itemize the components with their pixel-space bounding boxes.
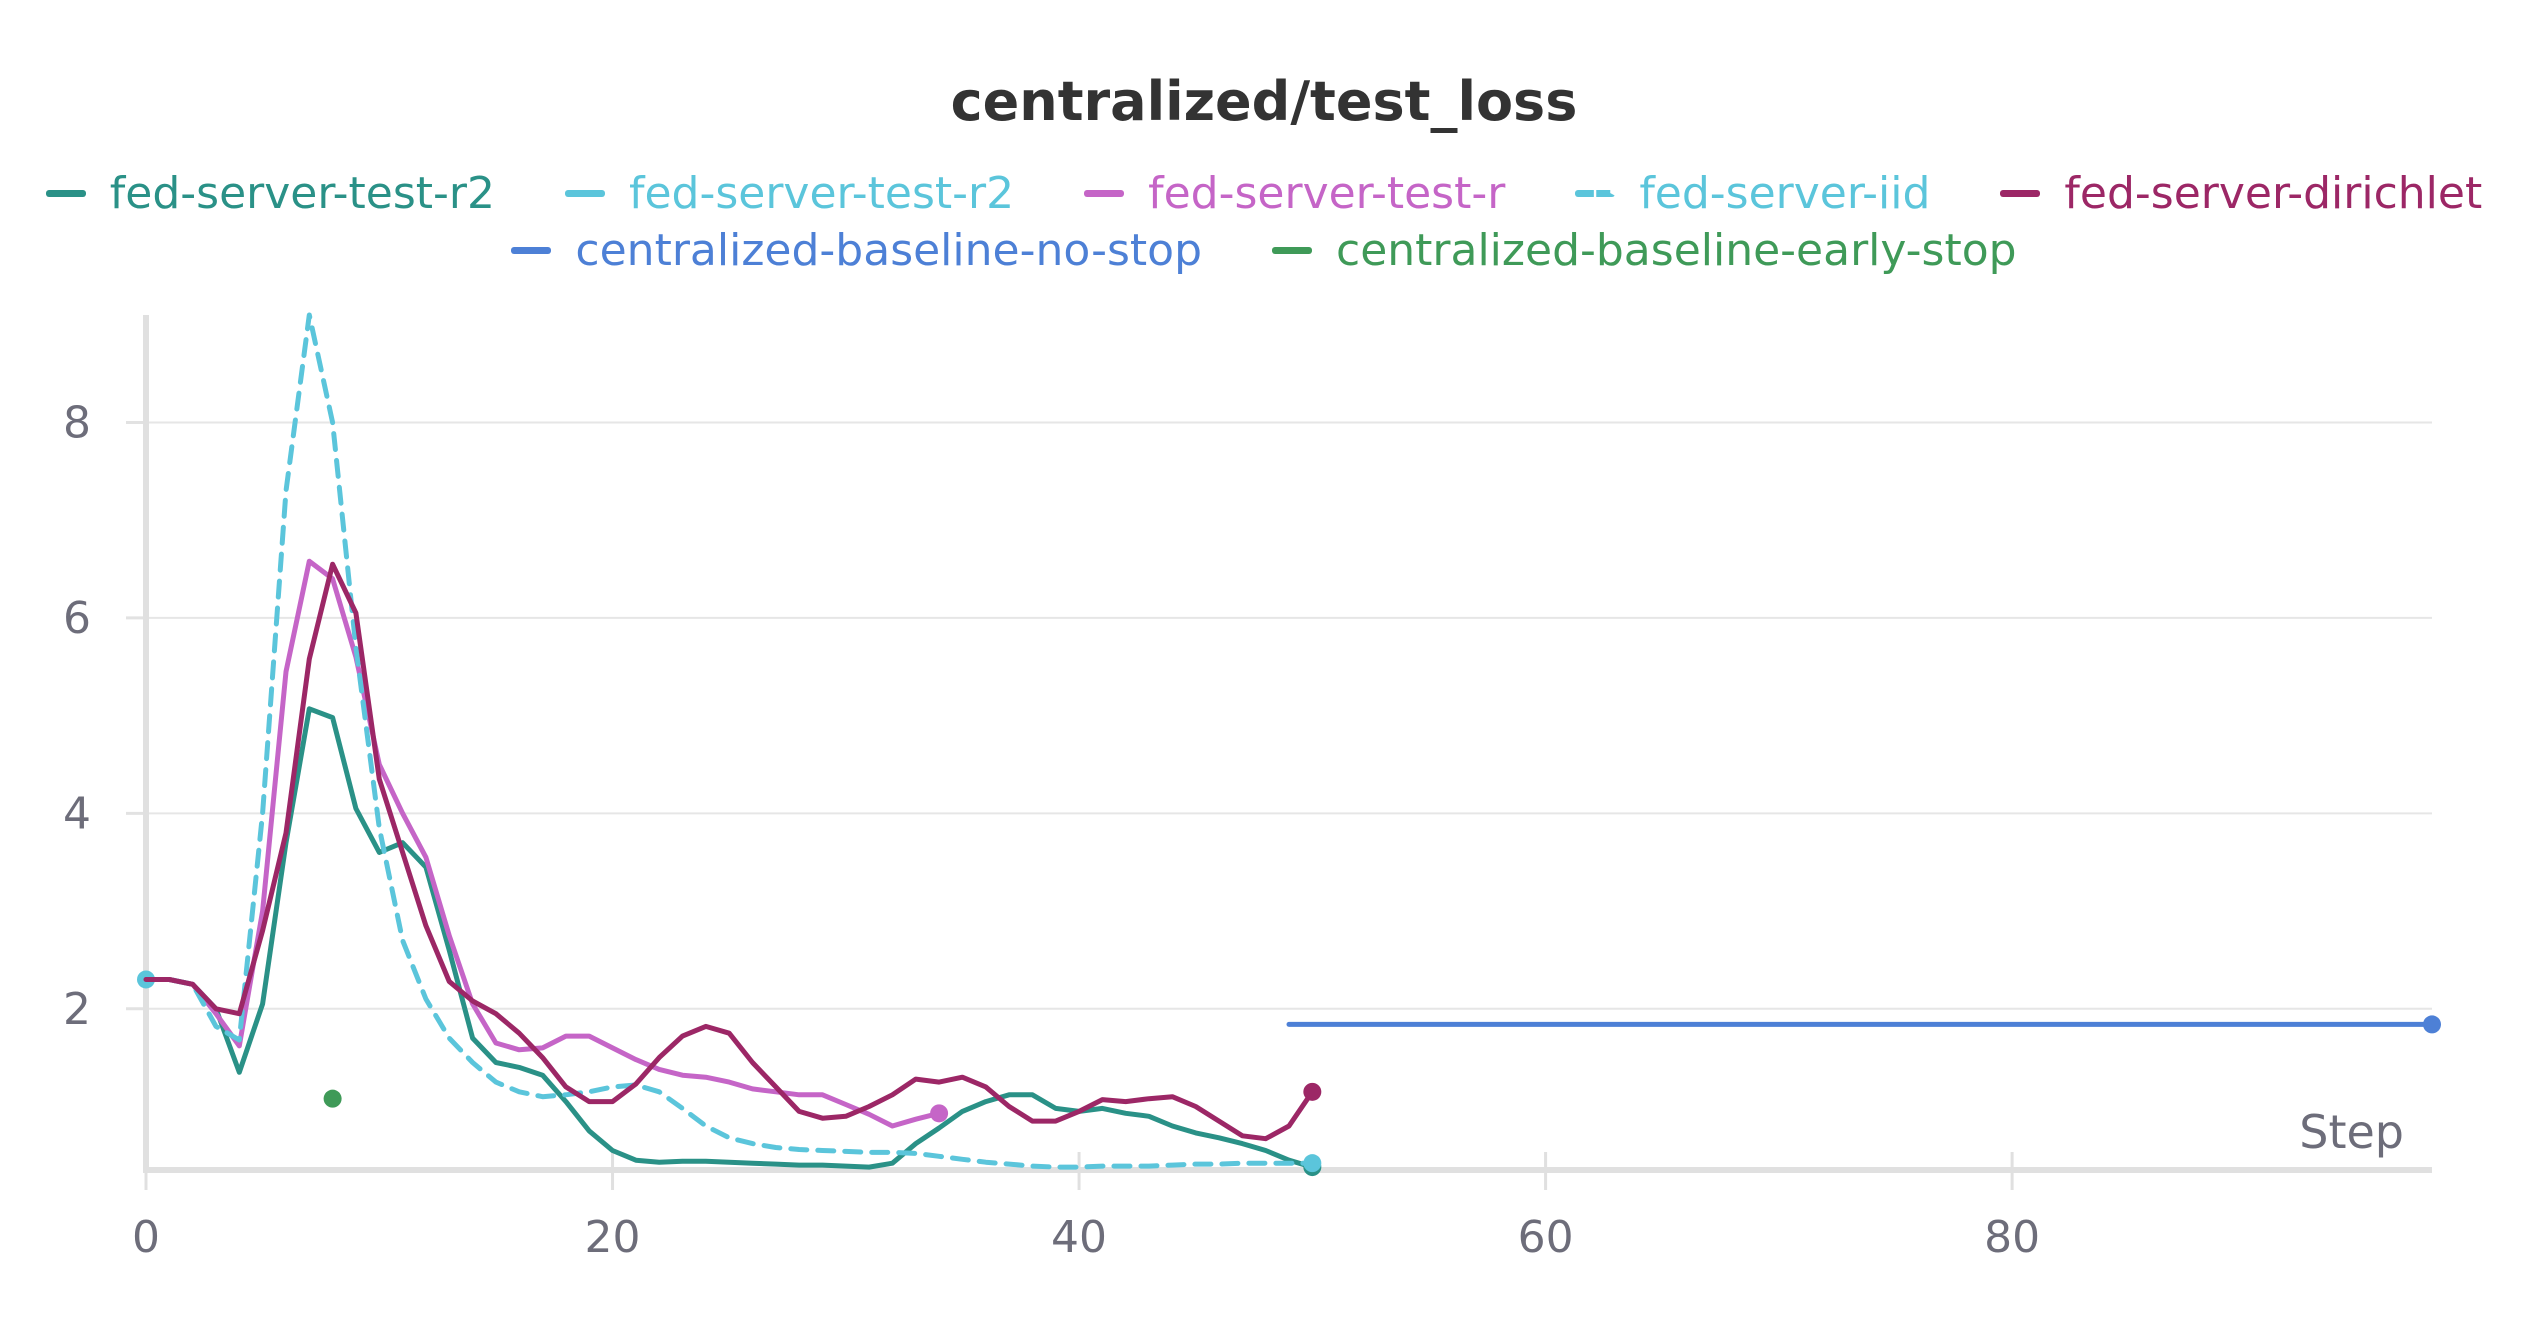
legend-swatch xyxy=(2000,190,2041,197)
legend-swatch xyxy=(511,247,552,254)
series-line xyxy=(143,706,1315,1170)
legend-swatch xyxy=(1084,190,1125,197)
y-tick-label: 4 xyxy=(63,788,91,839)
y-tick-label: 8 xyxy=(63,397,91,448)
x-tick-label: 80 xyxy=(1984,1212,2040,1263)
series-line xyxy=(143,558,942,1129)
legend-item[interactable]: fed-server-dirichlet xyxy=(2000,168,2482,219)
legend-label: fed-server-test-r2 xyxy=(109,168,495,219)
legend-label: fed-server-dirichlet xyxy=(2064,168,2483,219)
legend-item[interactable]: fed-server-test-r2 xyxy=(564,168,1015,219)
y-tick-label: 2 xyxy=(63,984,91,1035)
series-line xyxy=(143,561,1315,1142)
legend-row-2: centralized-baseline-no-stop centralized… xyxy=(0,225,2528,276)
legend-item[interactable]: fed-server-iid xyxy=(1575,168,1930,219)
legend-swatch xyxy=(45,190,86,197)
x-tick-label: 0 xyxy=(132,1212,160,1263)
x-tick-label: 20 xyxy=(585,1212,641,1263)
series-line xyxy=(143,312,1315,1170)
legend-label: centralized-baseline-no-stop xyxy=(575,225,1202,276)
legend-item[interactable]: fed-server-test-r xyxy=(1084,168,1505,219)
legend-label: centralized-baseline-early-stop xyxy=(1336,225,2017,276)
y-tick-label: 6 xyxy=(63,593,91,644)
legend-item[interactable]: centralized-baseline-early-stop xyxy=(1272,225,2017,276)
legend-label: fed-server-test-r xyxy=(1148,168,1506,219)
chart-title: centralized/test_loss xyxy=(950,70,1578,133)
legend-item[interactable]: fed-server-test-r2 xyxy=(45,168,495,219)
x-tick-label: 40 xyxy=(1051,1212,1107,1263)
legend-label: fed-server-test-r2 xyxy=(628,168,1015,219)
legend-swatch xyxy=(1575,190,1616,197)
series-end-point xyxy=(930,1104,949,1123)
legend-item[interactable]: centralized-baseline-no-stop xyxy=(511,225,1202,276)
legend-row-1: fed-server-test-r2 fed-server-test-r2 fe… xyxy=(0,168,2528,219)
series-end-point xyxy=(323,1089,342,1108)
series-end-point xyxy=(1303,1082,1322,1101)
x-tick-label: 60 xyxy=(1518,1212,1574,1263)
legend-swatch xyxy=(564,190,605,197)
legend-label: fed-server-iid xyxy=(1639,168,1931,219)
series-end-point xyxy=(2423,1015,2441,1034)
series-end-point xyxy=(1303,1154,1322,1173)
legend-swatch xyxy=(1272,247,1312,254)
x-axis-label: Step xyxy=(2299,1105,2404,1159)
